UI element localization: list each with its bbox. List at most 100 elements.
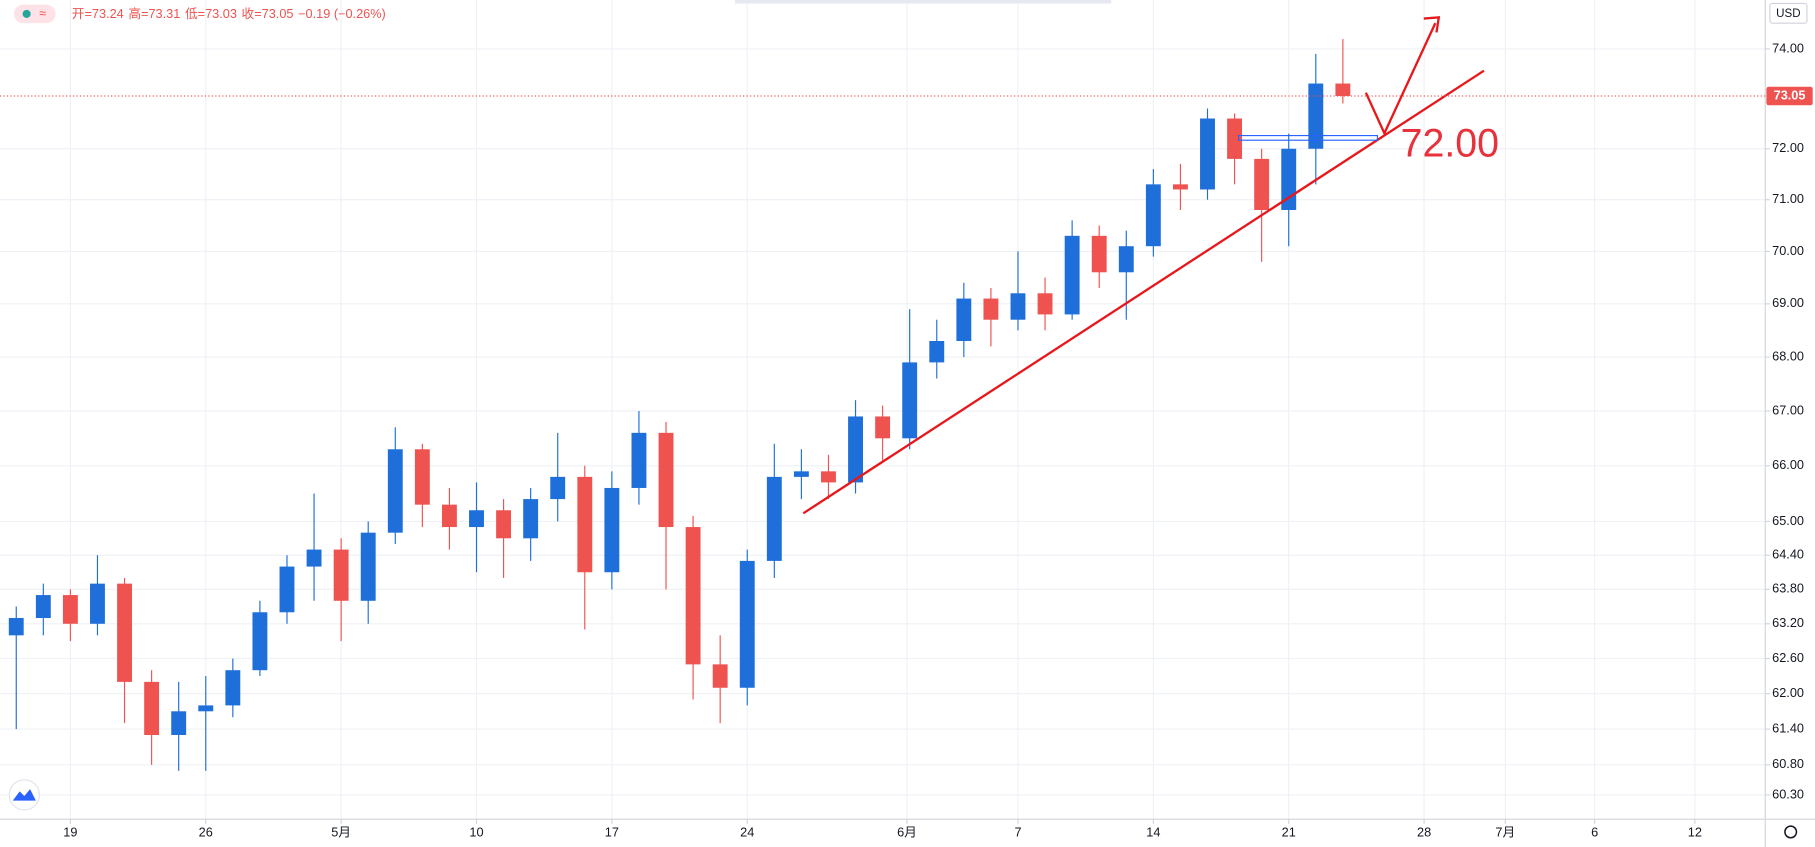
y-tick-label: 72.00 [1772, 140, 1804, 155]
candle-body [902, 362, 918, 439]
zone-box [1237, 134, 1379, 141]
y-tick-label: 66.00 [1772, 457, 1804, 472]
x-tick-label: 24 [740, 824, 754, 839]
candle-body [712, 664, 728, 688]
candle-body [414, 449, 430, 505]
x-tick-label: 17 [605, 824, 619, 839]
ohlc-item: −0.19 (−0.26%) [298, 6, 386, 21]
candle-body [1308, 83, 1324, 149]
ohlc-item: 低=73.03 [185, 6, 237, 21]
candle-body [62, 595, 78, 624]
candle-body [496, 510, 512, 539]
annotation: 72.00 [1401, 121, 1499, 165]
y-tick-label: 62.60 [1772, 650, 1804, 665]
candle-body [739, 560, 755, 688]
y-tick-label: 70.00 [1772, 243, 1804, 258]
arrow-path [1364, 22, 1437, 137]
y-tick-label: 60.30 [1772, 786, 1804, 801]
candle-body [1172, 184, 1188, 190]
candle-body [685, 527, 701, 665]
candle-body [35, 595, 51, 619]
trend-line [802, 69, 1485, 515]
currency-box[interactable] [1769, 2, 1808, 24]
x-tick-label: 6月 [897, 824, 917, 839]
arrow-head [1423, 16, 1441, 33]
candle-body [306, 549, 322, 567]
candle-body [929, 340, 945, 363]
status-pill[interactable] [13, 4, 56, 24]
y-tick-label: 60.80 [1772, 756, 1804, 771]
candle-body [875, 416, 891, 439]
candle-body [1118, 246, 1134, 273]
candle-body [198, 705, 214, 712]
candle-body [90, 583, 105, 624]
x-tick-label: 7月 [1495, 824, 1515, 839]
candle-body [225, 670, 241, 706]
candle-body [821, 471, 836, 483]
y-tick-label: 68.00 [1772, 348, 1804, 363]
candle-body [1254, 158, 1270, 210]
top-bar [735, 0, 1112, 4]
candle-body [1064, 235, 1080, 315]
y-tick-label: 67.00 [1772, 402, 1804, 417]
candle-body [171, 711, 187, 736]
x-tick-label: 28 [1417, 824, 1431, 839]
y-tick-label: 63.80 [1772, 581, 1804, 596]
candle-body [1145, 184, 1161, 247]
candle-body [550, 476, 566, 500]
last-price-box [1766, 86, 1813, 106]
candle-body [793, 471, 809, 477]
candle-body [117, 583, 132, 682]
candle-body [983, 298, 999, 320]
candle-body [1200, 118, 1215, 190]
candle-body [469, 510, 484, 528]
currency: USD [1776, 8, 1800, 20]
x-tick-label: 6 [1591, 824, 1598, 839]
candle-body [441, 504, 457, 528]
candle-body [8, 618, 24, 636]
settings-button[interactable] [1784, 825, 1798, 839]
candle-body [1091, 235, 1107, 273]
candle-body [252, 612, 268, 671]
x-tick-label: 12 [1688, 824, 1702, 839]
y-tick-label: 63.20 [1772, 615, 1804, 630]
candle-body [848, 416, 863, 483]
candle-body [1227, 118, 1243, 159]
candle-body [279, 566, 295, 613]
ohlc-item: 收=73.05 [242, 6, 294, 21]
x-tick-label: 10 [469, 824, 483, 839]
candle-body [360, 532, 376, 601]
candle-body [956, 298, 972, 341]
y-tick-label: 61.40 [1772, 720, 1804, 735]
logo-icon [12, 789, 36, 801]
status-dot [22, 9, 31, 18]
y-tick-label: 62.00 [1772, 685, 1804, 700]
x-tick-label: 21 [1282, 824, 1296, 839]
candle-body [1010, 293, 1026, 320]
candle-body [1335, 83, 1351, 96]
status-icon: ≈ [39, 5, 46, 20]
x-tick-label: 5月 [331, 824, 351, 839]
logo-button[interactable] [8, 779, 40, 811]
x-tick-label: 7 [1014, 824, 1021, 839]
candle-body [1037, 293, 1053, 315]
ohlc-header: 开=73.24 高=73.31 低=73.03 收=73.05 −0.19 (−0.26… [72, 6, 386, 21]
y-tick-label: 64.40 [1772, 547, 1804, 562]
y-tick-label: 69.00 [1772, 295, 1804, 310]
candle-body [577, 476, 593, 573]
ohlc-item: 高=73.31 [128, 6, 180, 21]
candle-body [333, 549, 349, 601]
x-tick-label: 19 [63, 824, 77, 839]
candle-body [766, 476, 782, 561]
ohlc-item: 开=73.24 [72, 6, 124, 21]
y-tick-label: 74.00 [1772, 40, 1804, 55]
candle-body [387, 449, 403, 533]
candle-body [523, 499, 539, 539]
y-tick-label: 65.00 [1772, 513, 1804, 528]
candle-body [144, 681, 160, 736]
candle-body [658, 432, 674, 528]
candle-body [631, 432, 647, 488]
last-price-label: 73.05 [1774, 87, 1806, 102]
